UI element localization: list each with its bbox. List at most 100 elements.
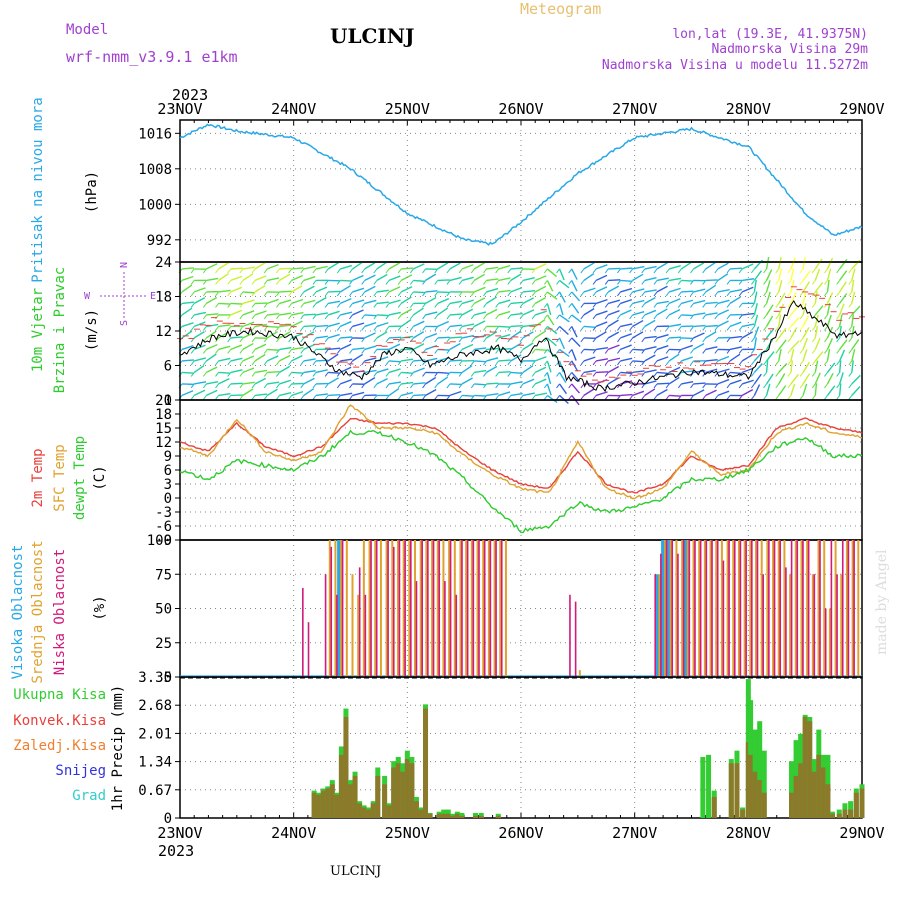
wind-barb <box>303 313 316 316</box>
wind-barb <box>340 320 352 328</box>
wind-barb-tick <box>702 337 707 343</box>
wind-barb-tick <box>556 383 560 389</box>
wind-barb <box>291 354 303 362</box>
wind-barb-tick <box>507 326 512 331</box>
wind-barb <box>583 325 596 329</box>
wind-barb-tick <box>495 372 500 377</box>
wind-barb <box>559 314 570 323</box>
wind-barb-tick <box>629 383 634 389</box>
wind-barb <box>376 314 389 317</box>
wind-barb-tick <box>848 372 853 377</box>
wind-barb <box>498 391 511 397</box>
wind-barb-tick <box>543 349 548 354</box>
temp-unit: (C) <box>92 465 108 490</box>
wind-barb-tick <box>336 291 341 297</box>
wind-barb <box>461 377 473 385</box>
wind-barb-tick <box>580 349 585 354</box>
wind-barb <box>681 337 694 340</box>
wind-barb <box>558 383 568 395</box>
wind-barb <box>583 308 595 316</box>
wind-barb-tick <box>738 337 743 343</box>
wind-barb <box>814 258 823 270</box>
wind-barb <box>303 377 315 385</box>
wind-barb <box>705 261 717 270</box>
wind-barb <box>778 257 782 270</box>
wind-barb <box>181 371 195 374</box>
low-cloud-bar <box>404 540 406 677</box>
wind-barb-tick <box>483 383 487 389</box>
mid-cloud-bar <box>732 540 735 677</box>
low-cloud-bar <box>739 540 742 677</box>
wind-barb-tick <box>251 268 256 274</box>
wind-barb <box>486 278 499 282</box>
wind-barb <box>814 351 824 362</box>
wind-barb-tick <box>787 326 792 331</box>
wind-barb <box>218 345 231 351</box>
wind-barb-tick <box>349 291 353 297</box>
panel-pressure: 992 1000 1008 1016 Pritisak na nivou mora (hP… <box>30 97 863 283</box>
wind-barb <box>559 325 569 335</box>
wind-barb <box>218 357 231 362</box>
mid-cloud-bar <box>351 574 354 677</box>
conv-precip-bar <box>395 763 401 818</box>
wind-barb <box>388 360 402 363</box>
low-cloud-bar <box>779 540 782 677</box>
low-cloud-bar <box>410 540 412 677</box>
mid-cloud-bar <box>436 540 439 677</box>
wind-barb-tick <box>738 303 743 308</box>
dewpt-line <box>179 429 863 534</box>
low-cloud-bar <box>455 594 458 677</box>
wind-barb <box>473 262 485 270</box>
wind-barb-tick <box>288 337 293 343</box>
wind-barb <box>765 315 774 327</box>
wind-barb-tick <box>276 383 280 389</box>
wind-barb <box>595 286 608 293</box>
y-tick-label: 100 <box>147 533 172 549</box>
mid-cloud-bar <box>493 540 496 677</box>
wind-barb-tick <box>446 383 451 389</box>
wind-barb-tick <box>750 314 755 320</box>
low-cloud-bar <box>574 601 577 677</box>
total-precip-bar <box>700 756 706 818</box>
wind-barb <box>449 324 462 328</box>
wind-barb <box>656 356 669 362</box>
wind-barb-tick <box>592 337 597 343</box>
wind-barb-tick <box>750 360 755 366</box>
wind-barb-tick <box>617 360 621 366</box>
wind-barb <box>279 324 292 328</box>
wind-barb-tick <box>276 372 280 377</box>
wind-barb-tick <box>409 326 414 331</box>
wind-barb-tick <box>787 349 792 354</box>
wind-barb <box>230 275 243 282</box>
wind-barb-tick <box>458 280 463 285</box>
wind-barb-tick <box>714 395 719 400</box>
wind-barb <box>193 287 206 293</box>
mid-cloud-bar <box>408 540 411 677</box>
low-cloud-bar <box>830 540 833 677</box>
wind-barb <box>632 319 644 328</box>
wind-barb-tick <box>458 326 463 331</box>
wind-barb-tick <box>787 303 792 308</box>
wind-barb <box>474 286 486 293</box>
wind-barb <box>632 390 645 397</box>
wind-barb-tick <box>556 314 560 320</box>
wind-barb <box>620 333 632 339</box>
wind-barb-tick <box>397 268 402 274</box>
wind-barb-tick <box>653 395 658 400</box>
wind-barb <box>571 268 578 280</box>
panel-wind: 0 6 12 18 24 10m Vjetar Brzina i Pravac (m/s) N W… <box>30 255 865 409</box>
wind-barb-tick <box>373 326 378 331</box>
wind-barb <box>826 372 834 385</box>
mid-cloud-bar <box>783 540 786 677</box>
wind-barb <box>826 257 834 270</box>
wind-barb <box>839 281 847 293</box>
wind-barb <box>790 305 800 316</box>
total-precip-bar <box>757 721 763 818</box>
mid-cloud-bar <box>692 540 695 677</box>
wind-barb <box>595 321 608 328</box>
y-tick-label: 18 <box>155 290 172 306</box>
wind-barb-tick <box>483 395 487 400</box>
wind-barb <box>753 326 760 339</box>
wind-barb <box>242 273 254 281</box>
conv-precip-bar <box>752 771 758 818</box>
